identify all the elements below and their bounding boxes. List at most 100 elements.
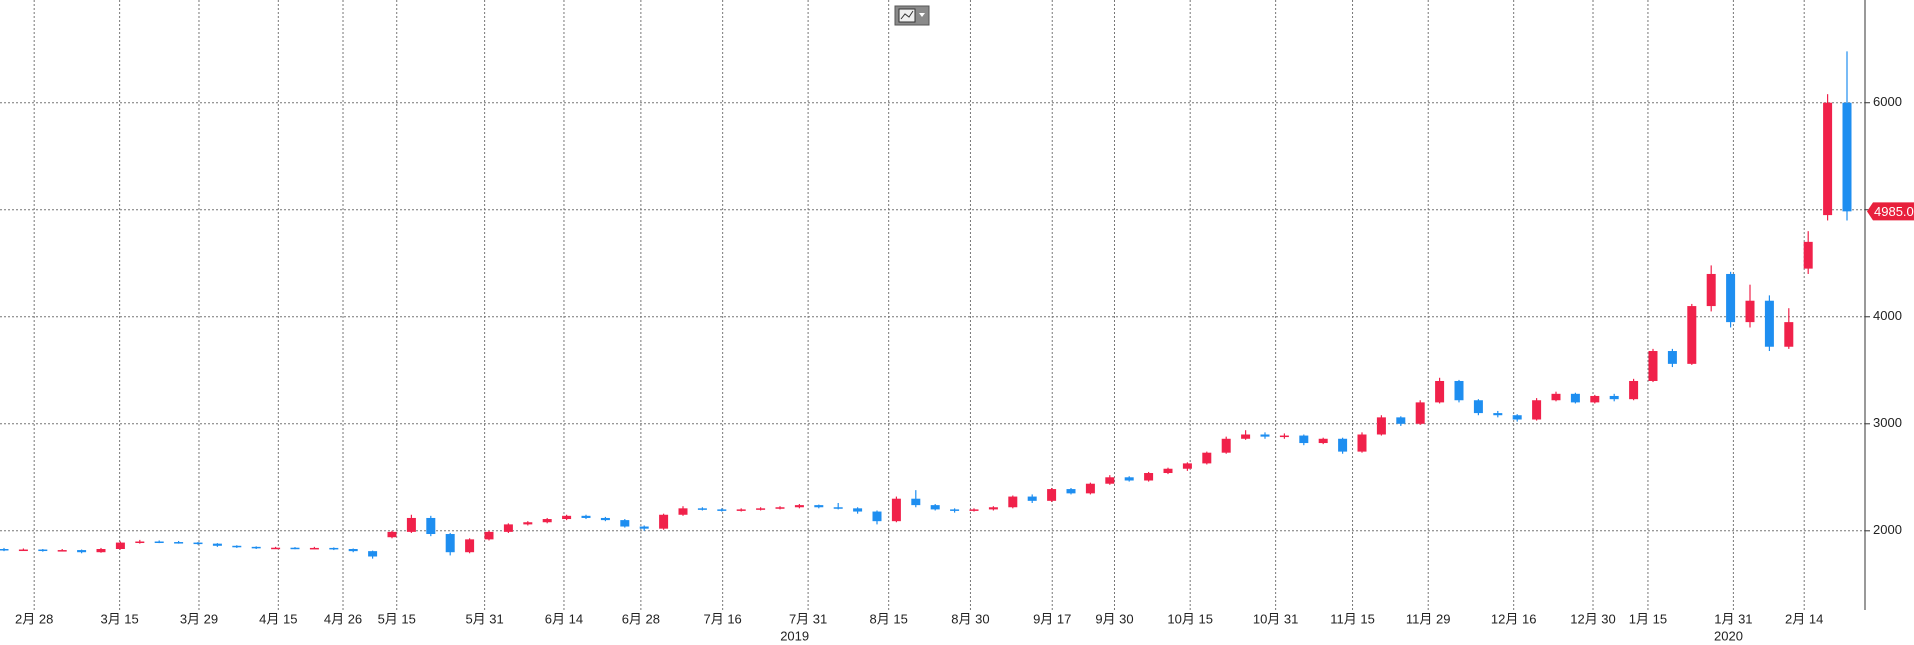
last-price-tag: 4985.0 <box>1867 202 1914 221</box>
candle-body <box>620 520 630 527</box>
candle-body <box>697 508 707 510</box>
candle-body <box>1454 380 1464 401</box>
year-label: 2019 <box>780 628 809 643</box>
candle-body <box>193 542 203 545</box>
candle-body <box>57 550 67 552</box>
candle-body <box>1202 452 1212 464</box>
x-tick-label: 3月 15 <box>100 611 138 626</box>
candle-body <box>1745 300 1755 323</box>
candle-body <box>1105 477 1115 484</box>
candle-body <box>1376 417 1386 435</box>
y-tick-label: 6000 <box>1873 94 1902 109</box>
candle-body <box>969 509 979 511</box>
candle-body <box>542 519 552 523</box>
candle-body <box>814 505 824 508</box>
candle-body <box>329 547 339 550</box>
candle-body <box>1764 300 1774 347</box>
candle-body <box>271 547 281 550</box>
x-tick-label: 2月 28 <box>15 611 53 626</box>
candle-body <box>290 547 300 550</box>
candle-body <box>1357 434 1367 452</box>
candle-body <box>1629 380 1639 400</box>
candle-body <box>1803 241 1813 269</box>
candle-body <box>794 505 804 508</box>
candle-body <box>1435 380 1445 403</box>
candle-body <box>775 507 785 509</box>
candle-body <box>1279 435 1289 438</box>
button-arrow[interactable] <box>919 13 925 17</box>
candle-body <box>581 515 591 518</box>
candle-body <box>368 551 378 557</box>
candle-body <box>174 542 184 544</box>
candle-body <box>1260 434 1270 437</box>
last-price-label: 4985.0 <box>1874 204 1914 219</box>
candle-body <box>38 549 48 552</box>
candle-body <box>1648 351 1658 381</box>
button-icon-line[interactable] <box>900 10 914 20</box>
y-tick-label: 3000 <box>1873 415 1902 430</box>
candle-body <box>1027 496 1037 501</box>
candle-body <box>678 508 688 515</box>
candle-body <box>853 508 863 512</box>
candle-body <box>1221 438 1231 453</box>
candle-body <box>1144 473 1154 481</box>
candle-body <box>930 505 940 510</box>
candle-body <box>659 514 669 529</box>
x-tick-label: 9月 30 <box>1095 611 1133 626</box>
candle-body <box>1008 496 1018 508</box>
last-price-box <box>1867 202 1914 221</box>
candle-body <box>1085 483 1095 494</box>
x-tick-label: 6月 14 <box>545 611 583 626</box>
x-tick-label: 8月 30 <box>951 611 989 626</box>
candle-body <box>891 498 901 522</box>
candle-body <box>96 549 106 553</box>
x-tick-label: 3月 29 <box>180 611 218 626</box>
candle-body <box>77 550 87 553</box>
candle-body <box>0 549 9 551</box>
candle-body <box>639 526 649 529</box>
candle-body <box>1609 395 1619 400</box>
y-tick-label: 2000 <box>1873 522 1902 537</box>
candle-body <box>1667 351 1677 364</box>
x-tick-label: 1月 31 <box>1714 611 1752 626</box>
candle-body <box>1842 102 1852 212</box>
y-tick-label: 4000 <box>1873 308 1902 323</box>
candle-body <box>1473 400 1483 414</box>
candle-body <box>232 545 242 548</box>
candle-body <box>426 517 436 535</box>
candle-body <box>950 509 960 511</box>
candle-body <box>1182 463 1192 469</box>
candle-body <box>484 531 494 540</box>
candle-body <box>1823 102 1833 216</box>
candle-body <box>135 541 145 544</box>
candle-body <box>18 549 28 552</box>
x-tick-label: 6月 28 <box>622 611 660 626</box>
candle-body <box>212 543 222 546</box>
candle-body <box>1124 477 1134 481</box>
candle-body <box>1415 402 1425 424</box>
candle-body <box>756 508 766 510</box>
x-tick-label: 9月 17 <box>1033 611 1071 626</box>
x-tick-label: 12月 16 <box>1491 611 1537 626</box>
chart-type-button[interactable] <box>894 5 930 26</box>
candle-body <box>1299 435 1309 444</box>
candle-body <box>1687 306 1697 364</box>
candle-body <box>988 507 998 510</box>
x-tick-label: 10月 15 <box>1167 611 1213 626</box>
candle-body <box>600 517 610 521</box>
candle-body <box>406 517 416 532</box>
candle-body <box>1532 400 1542 420</box>
candle-body <box>1047 489 1057 501</box>
candle-body <box>309 547 319 550</box>
candle-body <box>348 549 358 552</box>
candle-body <box>503 524 513 532</box>
candle-body <box>1551 393 1561 401</box>
x-tick-label: 8月 15 <box>870 611 908 626</box>
x-tick-label: 7月 16 <box>703 611 741 626</box>
candle-body <box>1590 395 1600 403</box>
x-tick-label: 1月 15 <box>1629 611 1667 626</box>
candle-body <box>736 509 746 511</box>
candle-body <box>1066 489 1076 494</box>
candle-body <box>445 534 455 553</box>
